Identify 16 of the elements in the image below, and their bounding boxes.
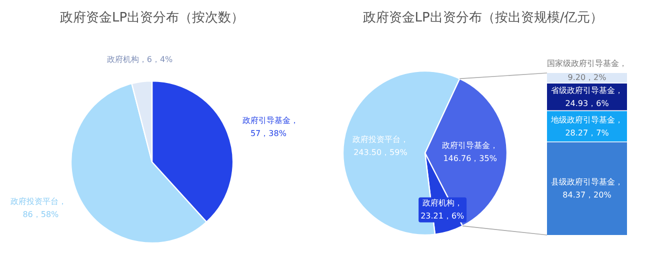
chart-title: 政府资金LP出资分布（按次数） — [60, 10, 244, 26]
series-label: 县级政府引导基金， — [551, 178, 623, 187]
slice-label: 政府引导基金，146.76，35% — [442, 141, 498, 164]
series-label: 省级政府引导基金， — [551, 86, 623, 96]
data-label: 84.37，20% — [562, 190, 612, 200]
slice-label: 政府机构，6，4% — [106, 54, 174, 64]
data-label: 28.27，7% — [565, 128, 610, 138]
chart-title: 政府资金LP出资分布（按出资规模/亿元） — [362, 10, 604, 26]
slice-label: 政府投资平台，243.50，59% — [352, 135, 408, 158]
series-label: 国家级政府引导基金， — [547, 59, 627, 68]
data-label: 24.93，6% — [565, 99, 610, 108]
slice-label: 政府机构，23.21，6% — [420, 198, 465, 221]
slice-label: 政府引导基金，57，38% — [242, 116, 298, 138]
series-label: 地级政府引导基金， — [550, 115, 623, 124]
slice-label: 政府投资平台，86，58% — [10, 197, 67, 220]
data-label: 9.20，2% — [568, 73, 607, 82]
